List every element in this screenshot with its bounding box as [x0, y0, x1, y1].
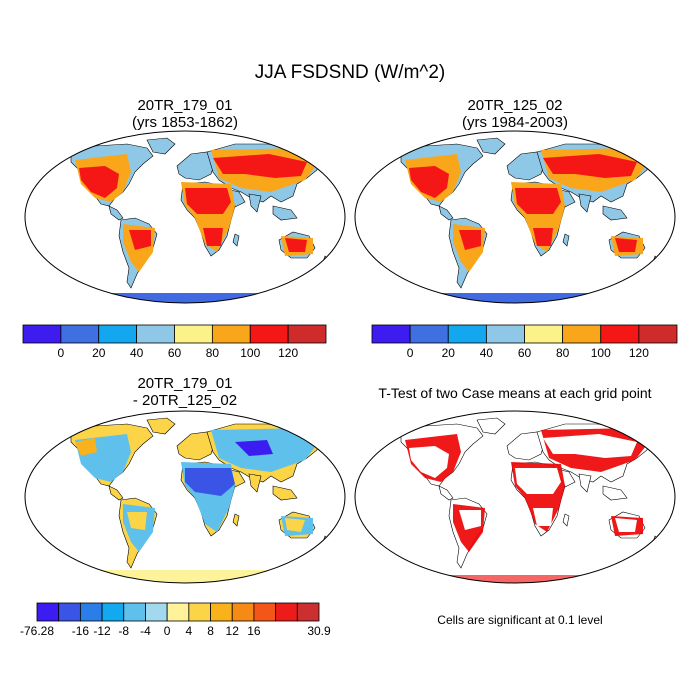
colorbar-diff-swatch — [36, 602, 60, 622]
main-title: JJA FSDSND (W/m^2) — [254, 62, 446, 83]
panel-title-case2-line2: (yrs 1984-2003) — [462, 114, 568, 131]
panel-title-case1: 20TR_179_01 (yrs 1853-1862) — [25, 97, 345, 131]
colorbar-case2-tick-label: 100 — [591, 346, 611, 360]
panel-title-ttest-line1: T-Test of two Case means at each grid po… — [378, 385, 652, 401]
colorbar-case2-tick-label: 40 — [480, 346, 494, 360]
colorbar-diff-swatch — [145, 602, 168, 622]
colorbar-case1-swatch — [249, 324, 289, 344]
colorbar-diff-tick-label: -8 — [118, 624, 129, 638]
colorbar-diff-tick-label: 4 — [186, 624, 193, 638]
colorbar-case1-tick-label: 20 — [92, 346, 106, 360]
map-panel-case1 — [24, 130, 346, 304]
panel-title-diff-line2: - 20TR_125_02 — [132, 392, 238, 409]
map-outline-diff — [24, 410, 346, 584]
colorbar-case1-tick-label: 40 — [130, 346, 144, 360]
colorbar-case1-tick-label: 60 — [168, 346, 182, 360]
colorbar-diff-tick-label: 8 — [207, 624, 214, 638]
colorbar-diff: -76.28 -16 -12 -8 -4 0 4 8 12 16 30.9 — [20, 602, 331, 638]
panel-title-case2: 20TR_125_02 (yrs 1984-2003) — [355, 97, 675, 131]
colorbar-diff-swatch — [231, 602, 255, 622]
colorbar-case1-tick-label: 120 — [278, 346, 298, 360]
panel-title-ttest: T-Test of two Case means at each grid po… — [345, 385, 685, 402]
colorbar-case1-swatch — [287, 324, 327, 344]
map-outline-ttest — [354, 410, 676, 584]
colorbar-diff-swatch — [210, 602, 233, 622]
colorbar-case2-tick-label: 0 — [407, 346, 414, 360]
colorbar-case1-swatch — [60, 324, 100, 344]
colorbar-diff-tick-label: 30.9 — [307, 624, 331, 638]
colorbar-case2-swatch — [524, 324, 564, 344]
colorbar-diff-swatch — [275, 602, 298, 622]
colorbar-case2-swatch — [485, 324, 525, 344]
colorbar-case1-tick-label: 80 — [206, 346, 220, 360]
panel-title-diff: 20TR_179_01 - 20TR_125_02 — [25, 375, 345, 409]
map-panel-ttest — [354, 410, 676, 584]
colorbar-diff-swatch — [188, 602, 211, 622]
antarctica-diff — [25, 570, 345, 583]
map-panel-diff — [24, 410, 346, 584]
colorbar-diff-tick-label: 16 — [247, 624, 261, 638]
colorbar-diff-tick-label: 0 — [164, 624, 171, 638]
colorbar-case2-tick-label: 20 — [442, 346, 456, 360]
colorbar-case2-tick-label: 80 — [556, 346, 570, 360]
colorbar-case2-tick-label: 120 — [629, 346, 649, 360]
colorbar-case1-swatch — [136, 324, 175, 344]
map-outline-case2 — [354, 130, 676, 304]
colorbar-diff-swatch — [58, 602, 81, 622]
panel-title-case1-line1: 20TR_179_01 — [137, 97, 233, 114]
panel-title-case1-line2: (yrs 1853-1862) — [132, 114, 238, 131]
colorbar-case2-tick-label: 60 — [518, 346, 532, 360]
antarctica-case2 — [355, 293, 675, 303]
colorbar-diff-swatch — [296, 602, 320, 622]
colorbar-diff-tick-label: -16 — [72, 624, 90, 638]
colorbar-case2-swatch — [447, 324, 487, 344]
colorbar-case2-swatch — [600, 324, 640, 344]
panel-title-case2-line1: 20TR_125_02 — [467, 97, 563, 114]
colorbar-case1-swatch — [22, 324, 62, 344]
colorbar-case2-swatch — [562, 324, 602, 344]
colorbar-diff-swatch — [101, 602, 125, 622]
significance-note: Cells are significant at 0.1 level — [437, 613, 603, 627]
colorbar-case1-swatch — [98, 324, 138, 344]
panel-title-diff-line1: 20TR_179_01 — [137, 375, 233, 392]
colorbar-diff-swatch — [79, 602, 103, 622]
colorbar-case1-tick-label: 100 — [240, 346, 260, 360]
map-outline-case1 — [24, 130, 346, 304]
map-panel-case2 — [354, 130, 676, 304]
colorbar-diff-swatch — [253, 602, 277, 622]
colorbar-case1-swatch — [174, 324, 213, 344]
colorbar-diff-tick-label: -12 — [93, 624, 111, 638]
colorbar-case1-swatch — [211, 324, 251, 344]
colorbar-diff-swatch — [123, 602, 146, 622]
colorbar-case2: 0 20 40 60 80 100 120 — [371, 324, 678, 360]
colorbar-case2-swatch — [409, 324, 449, 344]
colorbar-case2-swatch — [371, 324, 411, 344]
antarctica-case1 — [25, 293, 345, 303]
colorbar-case1-tick-label: 0 — [58, 346, 65, 360]
antarctica-ttest — [355, 575, 675, 583]
colorbar-diff-swatch — [166, 602, 190, 622]
colorbar-case1: 0 20 40 60 80 100 120 — [22, 324, 327, 360]
colorbar-case2-swatch — [638, 324, 678, 344]
colorbar-diff-tick-label: -4 — [140, 624, 151, 638]
colorbar-diff-tick-label: 12 — [226, 624, 240, 638]
colorbar-diff-tick-label: -76.28 — [20, 624, 54, 638]
